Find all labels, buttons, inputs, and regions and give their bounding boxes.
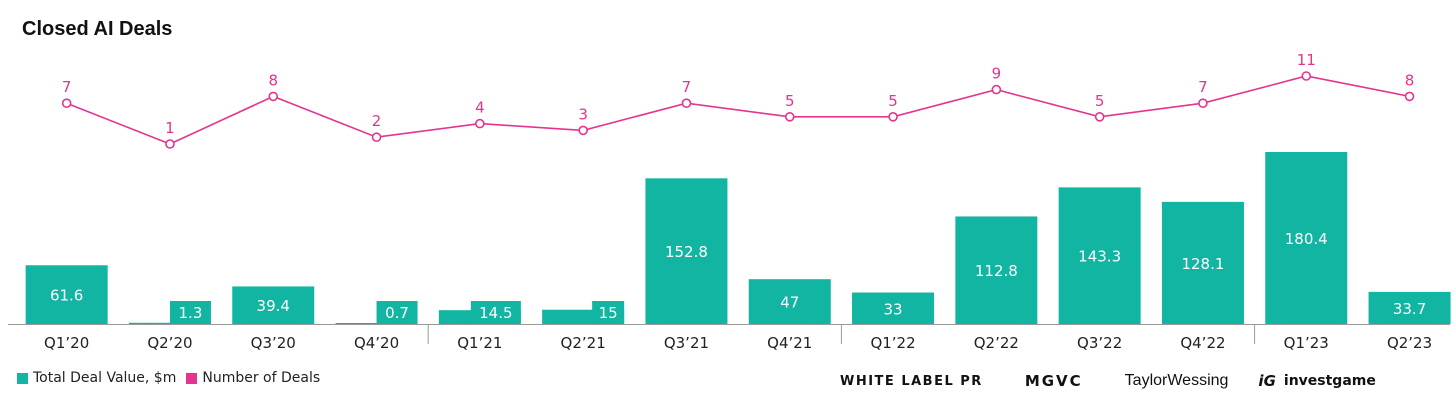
x-tick-label-5: Q2’21 [561, 334, 606, 352]
bar-value-label-3: 0.7 [385, 304, 409, 322]
deals-point-1 [165, 139, 175, 149]
bars-layer: 61.6 1.3 39.4 0.7 14.5 15 152.8 47 33 112.8 143.3 1… [25, 152, 1451, 324]
investgame-logo: iG investgame [1258, 372, 1375, 390]
bar-2 [232, 286, 315, 324]
bar-value-tag-1 [169, 301, 211, 323]
bar-value-label-11: 128.1 [1181, 255, 1224, 273]
deals-label-3: 2 [372, 112, 382, 130]
bar-value-label-4: 14.5 [479, 304, 512, 322]
bar-value-tag-3 [376, 301, 418, 323]
bar-value-label-8: 33 [884, 300, 903, 318]
legend-label-value: Total Deal Value, $m [33, 370, 177, 386]
deals-point-0 [61, 98, 72, 108]
deals-point-10 [1094, 112, 1105, 122]
bar-value-tag-4 [470, 301, 521, 323]
axis-layer: Q1’20 Q2’20 Q3’20 Q4’20 Q1’21 Q2’21 Q3’21 Q4’21… [8, 324, 1450, 352]
bar-7 [748, 279, 831, 324]
deals-point-7 [784, 112, 795, 122]
legend-swatch-value [17, 372, 28, 384]
chart-title: Closed AI Deals [22, 18, 173, 40]
bar-value-label-7: 47 [780, 294, 799, 312]
deals-point-6 [681, 98, 692, 108]
x-tick-label-10: Q3’22 [1077, 334, 1122, 352]
x-tick-label-3: Q4’20 [354, 334, 399, 352]
investgame-wordmark: investgame [1283, 373, 1376, 389]
deals-label-13: 8 [1405, 71, 1415, 89]
bar-10 [1058, 187, 1141, 324]
bar-12 [1265, 152, 1348, 324]
x-tick-label-12: Q1’23 [1284, 334, 1329, 352]
bar-6 [645, 178, 728, 324]
bar-3 [335, 323, 418, 324]
bar-11 [1161, 201, 1244, 324]
bar-9 [955, 216, 1038, 324]
deals-point-11 [1198, 98, 1208, 108]
investgame-mark-icon: iG [1258, 372, 1276, 390]
x-tick-label-4: Q1’21 [457, 334, 502, 352]
deals-point-4 [475, 118, 485, 129]
deals-point-9 [991, 84, 1002, 95]
deals-point-3 [371, 132, 382, 142]
deals-label-1: 1 [165, 119, 175, 137]
x-tick-label-13: Q2’23 [1387, 334, 1432, 352]
x-tick-label-0: Q1’20 [44, 334, 89, 352]
deals-point-8 [888, 112, 898, 122]
legend: Total Deal Value, $m Number of Deals [17, 370, 330, 386]
deals-label-7: 5 [785, 92, 795, 110]
x-tick-label-11: Q4’22 [1180, 334, 1225, 352]
bar-value-label-9: 112.8 [975, 262, 1018, 280]
deals-label-9: 9 [992, 65, 1002, 83]
bar-value-tag-5 [592, 301, 625, 323]
white-label-pr-logo: WHITE LABEL PR [840, 373, 983, 389]
legend-item-count: Number of Deals [186, 370, 320, 386]
mgvc-logo: MGVC [1024, 372, 1083, 390]
bar-value-label-5: 15 [599, 304, 618, 322]
bar-value-label-6: 152.8 [665, 243, 708, 261]
deals-label-12: 11 [1297, 51, 1316, 69]
bar-value-label-13: 33.7 [1393, 300, 1426, 318]
deals-point-12 [1301, 71, 1312, 81]
deals-point-5 [578, 125, 588, 136]
deals-label-10: 5 [1095, 92, 1105, 110]
deals-label-0: 7 [62, 78, 72, 96]
x-tick-label-1: Q2’20 [147, 334, 192, 352]
legend-label-count: Number of Deals [202, 370, 321, 386]
bar-value-label-1: 1.3 [179, 304, 203, 322]
legend-swatch-count [186, 372, 198, 384]
bar-0 [25, 265, 108, 324]
bar-value-label-12: 180.4 [1285, 230, 1328, 248]
taylor-wessing-logo: TaylorWessing [1124, 372, 1229, 389]
legend-item-value: Total Deal Value, $m [17, 370, 176, 386]
bar-8 [852, 292, 935, 324]
deals-label-5: 3 [578, 105, 588, 123]
x-tick-label-2: Q3’20 [251, 334, 296, 352]
deals-label-2: 8 [268, 71, 278, 89]
bar-value-label-10: 143.3 [1078, 248, 1121, 266]
x-tick-label-9: Q2’22 [974, 334, 1019, 352]
deals-point-13 [1404, 91, 1415, 102]
deals-label-11: 7 [1198, 78, 1208, 96]
sponsor-logos: WHITE LABEL PR MGVC TaylorWessing iG inv… [840, 368, 1440, 394]
line-layer: 7 1 8 2 4 3 7 5 5 9 5 7 11 8 [61, 51, 1415, 149]
deals-label-6: 7 [682, 78, 692, 96]
bar-13 [1368, 291, 1451, 324]
bar-value-label-0: 61.6 [50, 287, 83, 305]
deals-point-2 [268, 91, 279, 102]
deals-line [66, 75, 1410, 145]
x-tick-label-6: Q3’21 [664, 334, 709, 352]
x-tick-label-8: Q1’22 [870, 334, 915, 352]
x-tick-label-7: Q4’21 [767, 334, 812, 352]
bar-value-label-2: 39.4 [257, 297, 290, 315]
bar-1 [128, 322, 211, 324]
deals-label-4: 4 [475, 99, 485, 117]
deals-label-8: 5 [888, 92, 898, 110]
